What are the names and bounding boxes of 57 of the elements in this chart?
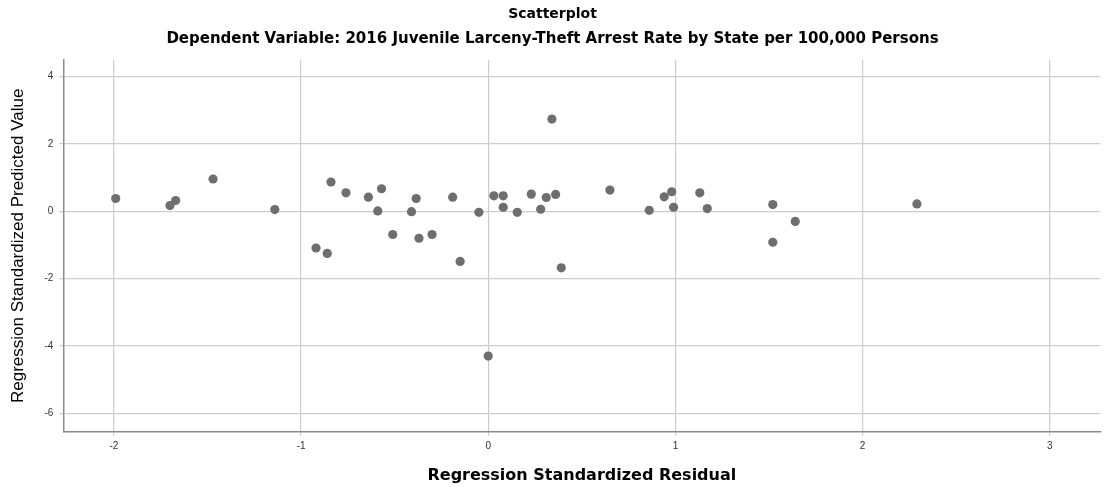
point [547,114,557,124]
x-tick-label: 3 [1047,439,1054,451]
chart-subtitle: Dependent Variable: 2016 Juvenile Larceny-Theft Arrest Rate by State per 100,000 Persons [166,28,939,47]
x-tick-label: -1 [296,439,306,451]
point [644,205,654,215]
point [512,207,522,217]
y-tick-label: -6 [44,407,54,419]
point [111,193,121,204]
y-tick-label: 2 [47,137,54,149]
point [341,188,351,198]
point [326,177,336,187]
point [414,233,424,243]
point [498,202,508,212]
point [605,185,615,195]
point [373,206,383,216]
point [668,202,679,212]
point [270,205,280,215]
point [171,195,181,206]
point [448,192,458,202]
chart-title: Scatterplot [508,5,598,22]
y-axis-title: Regression Standardized Predicted Value [7,88,27,403]
point [388,229,398,240]
point [526,189,536,199]
point [667,187,677,197]
point [427,229,437,240]
point [406,207,417,217]
point [551,189,561,200]
y-tick-label: 0 [47,205,54,217]
point [498,191,508,201]
x-tick-label: 1 [672,439,679,451]
point [695,188,705,198]
point [474,207,484,217]
point [411,193,421,204]
point [455,256,465,267]
point [912,199,922,209]
point [489,191,499,201]
point [768,237,778,247]
point [208,174,218,184]
point [790,216,800,226]
point [376,184,387,194]
point [702,204,712,214]
point [311,243,321,253]
x-axis-title: Regression Standardized Residual [427,464,737,484]
y-tick-label: -4 [44,339,54,351]
point [556,263,566,273]
x-tick-label: 2 [859,439,866,451]
point [536,204,546,214]
point [483,351,493,361]
point [363,192,374,202]
point [541,192,551,203]
point [659,192,669,202]
point [322,248,332,258]
y-tick-label: 4 [47,70,54,82]
x-tick-label: -2 [109,439,119,451]
y-tick-label: -2 [44,272,54,284]
x-tick-label: 0 [485,439,492,451]
point [768,199,778,210]
